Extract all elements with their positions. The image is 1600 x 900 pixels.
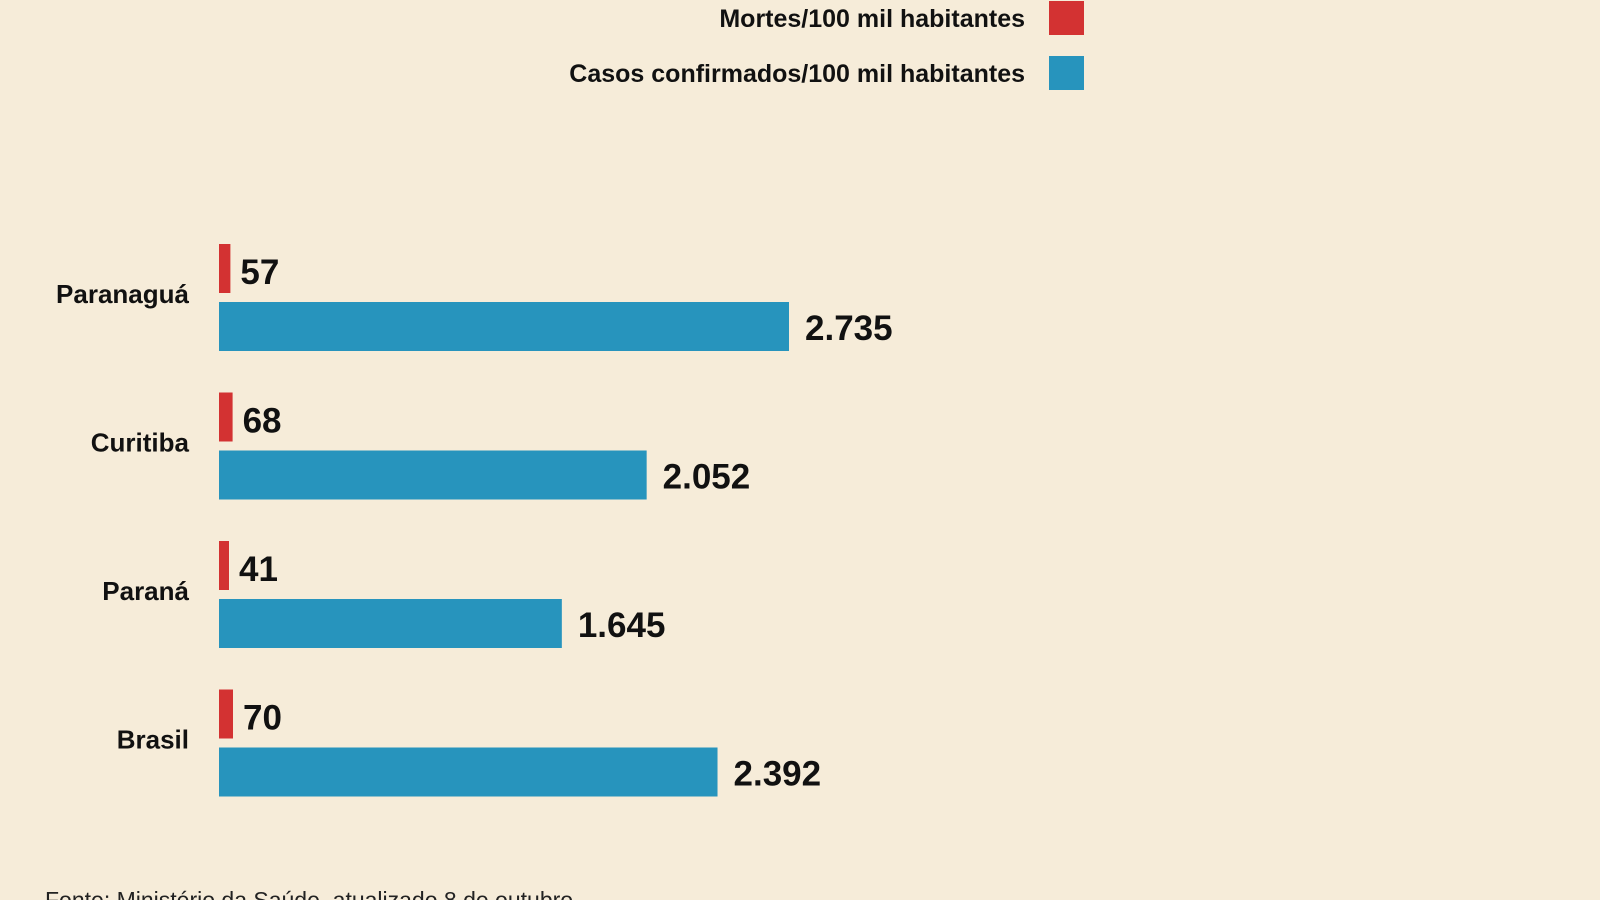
category-label: Brasil	[117, 725, 189, 755]
value-label-casos: 2.052	[663, 458, 751, 497]
bar-casos	[219, 450, 647, 500]
value-label-mortes: 41	[239, 550, 278, 589]
value-label-mortes: 68	[243, 402, 282, 441]
value-label-casos: 1.645	[578, 606, 666, 645]
category-label: Paranaguá	[56, 279, 189, 309]
legend-swatch-casos	[1049, 56, 1084, 90]
source-note: Fonte: Ministério da Saúde, atualizado 8…	[45, 887, 573, 900]
legend: Mortes/100 mil habitantes Casos confirmad…	[569, 1, 1084, 90]
category-labels: Paranaguá Curitiba Paraná Brasil	[56, 279, 189, 755]
category-label: Paraná	[102, 576, 189, 606]
legend-label-casos: Casos confirmados/100 mil habitantes	[569, 60, 1025, 88]
bar-casos	[219, 599, 562, 648]
value-label-mortes: 57	[240, 253, 279, 292]
legend-swatch-mortes	[1049, 1, 1084, 35]
bar-mortes	[219, 541, 229, 590]
bar-mortes	[219, 392, 233, 442]
bars	[219, 244, 789, 797]
bar-casos	[219, 302, 789, 351]
value-label-casos: 2.392	[734, 755, 822, 794]
category-label: Curitiba	[91, 428, 190, 458]
value-labels: 57 2.735 68 2.052 41 1.645 70 2.392	[239, 253, 893, 794]
value-label-casos: 2.735	[805, 309, 893, 348]
bar-casos	[219, 747, 718, 797]
legend-label-mortes: Mortes/100 mil habitantes	[719, 5, 1025, 33]
value-label-mortes: 70	[243, 699, 282, 738]
bar-mortes	[219, 244, 231, 293]
bar-mortes	[219, 689, 233, 739]
